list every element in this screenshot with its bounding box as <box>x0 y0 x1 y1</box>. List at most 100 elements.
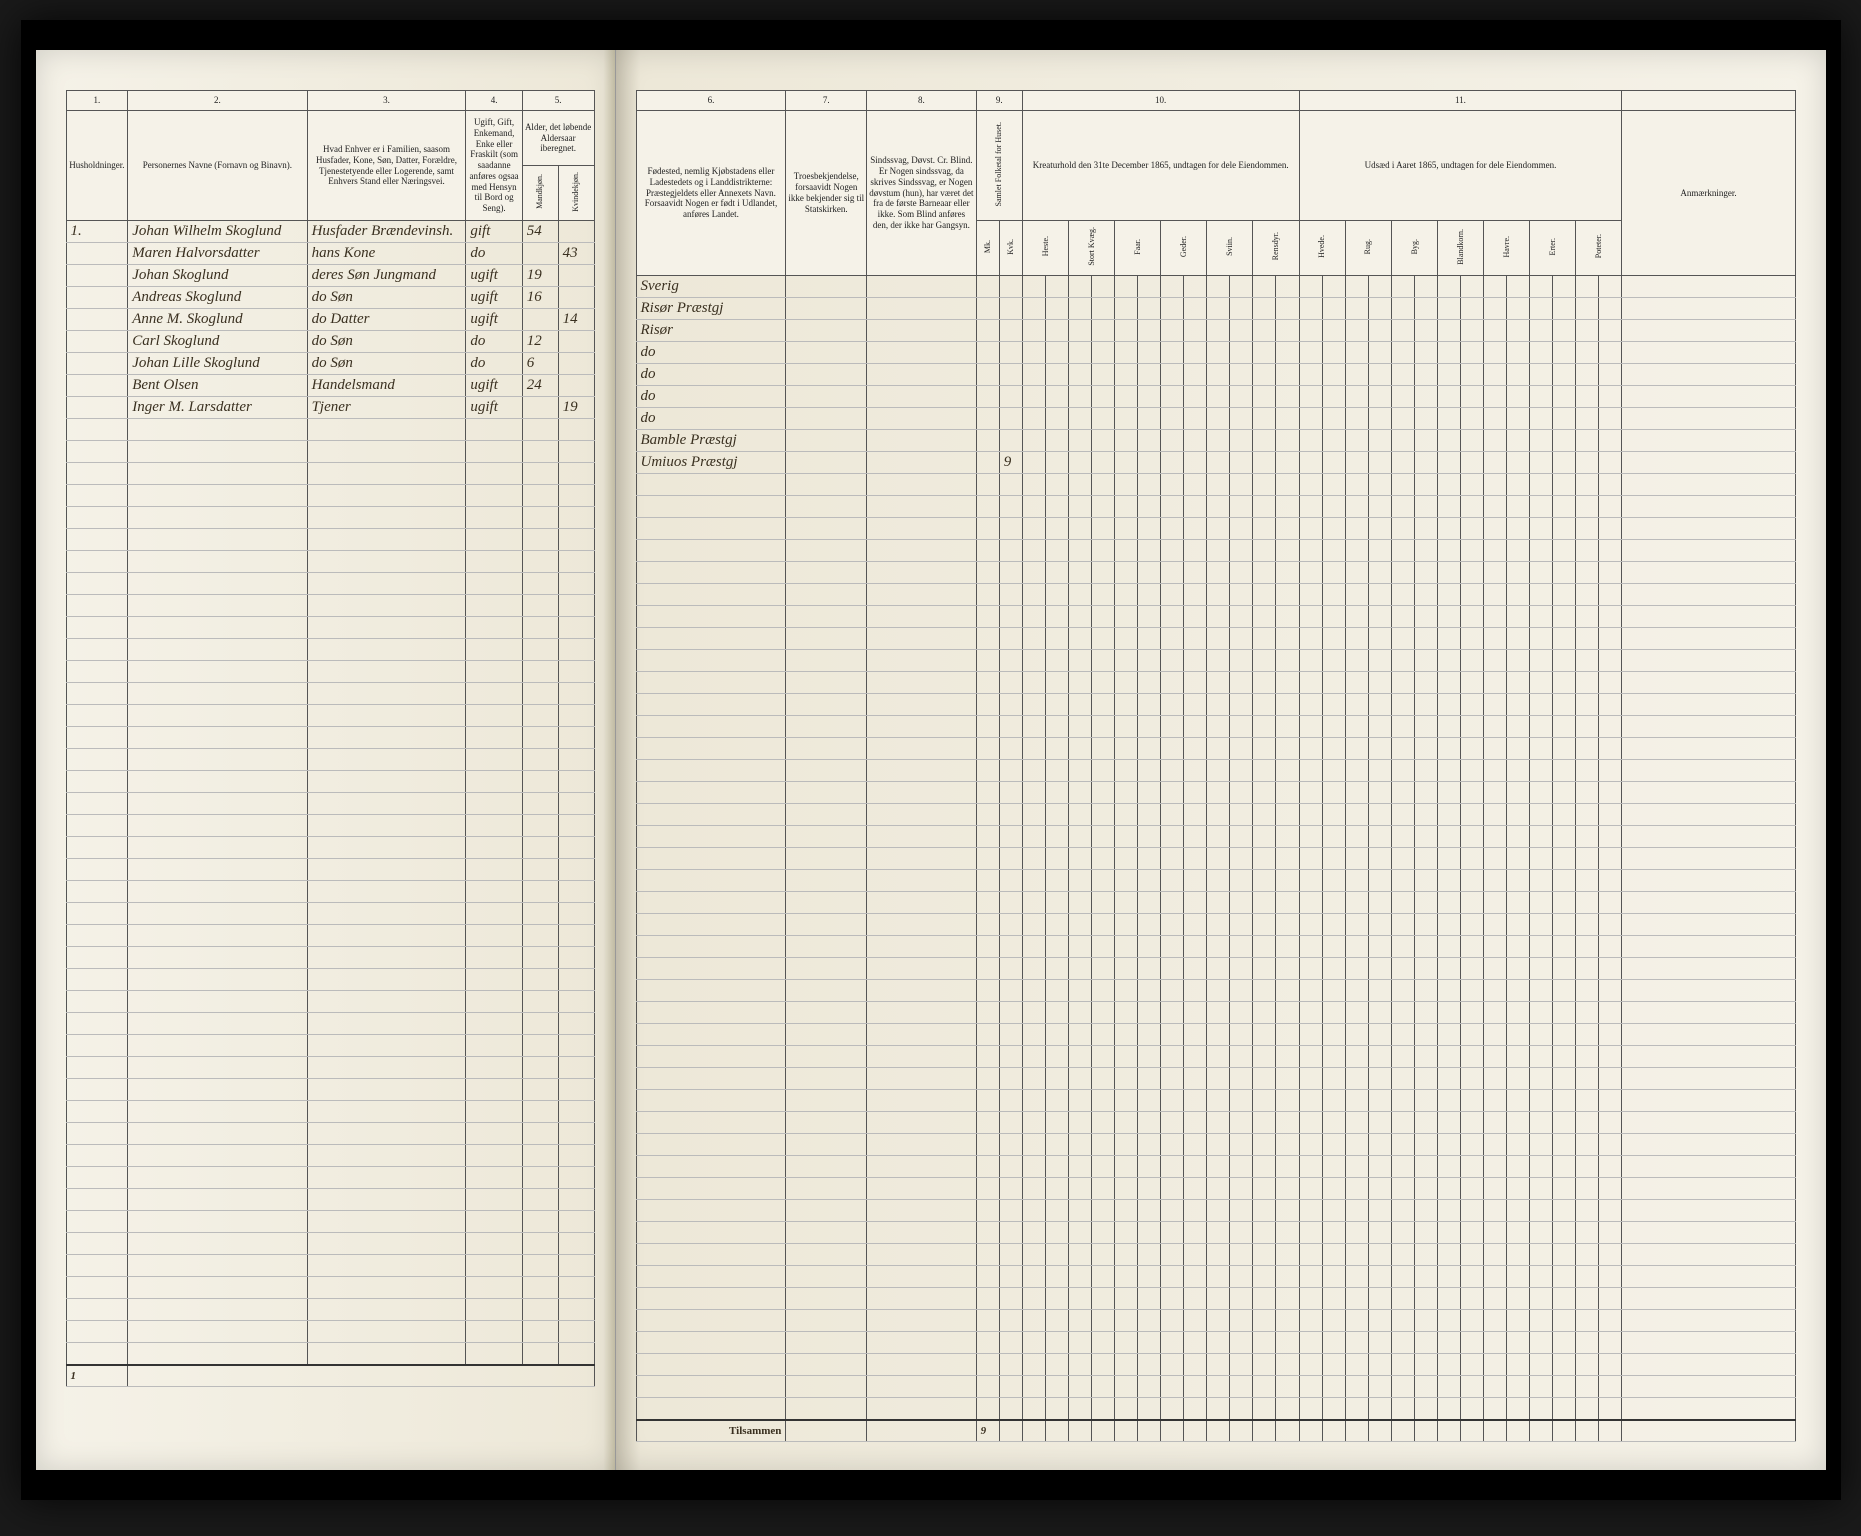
table-cell <box>1391 1354 1414 1376</box>
birthplace-cell <box>636 936 786 958</box>
table-cell <box>1091 1266 1114 1288</box>
table-row <box>66 1343 594 1365</box>
table-cell <box>1161 1200 1184 1222</box>
table-cell <box>1161 408 1184 430</box>
table-cell <box>1115 1156 1138 1178</box>
table-cell <box>999 650 1022 672</box>
table-cell <box>1553 782 1576 804</box>
table-cell <box>1553 606 1576 628</box>
table-cell <box>1299 672 1322 694</box>
table-cell <box>522 639 558 661</box>
table-cell <box>1530 452 1553 474</box>
table-cell <box>1230 936 1253 958</box>
table-cell <box>1091 562 1114 584</box>
table-cell <box>1045 936 1068 958</box>
table-cell <box>1484 1090 1507 1112</box>
table-cell <box>522 815 558 837</box>
remarks-cell <box>1622 298 1795 320</box>
table-cell: gift <box>466 221 522 243</box>
table-cell <box>867 1024 977 1046</box>
table-cell <box>1414 1134 1437 1156</box>
table-cell <box>66 551 128 573</box>
table-cell <box>1230 606 1253 628</box>
table-cell <box>867 364 977 386</box>
table-cell <box>1414 782 1437 804</box>
table-cell <box>1507 1376 1530 1398</box>
table-cell <box>976 1332 999 1354</box>
table-cell <box>1599 980 1622 1002</box>
table-cell <box>66 683 128 705</box>
table-cell <box>1368 870 1391 892</box>
table-cell <box>1230 1398 1253 1420</box>
table-cell <box>1530 474 1553 496</box>
table-cell <box>1230 540 1253 562</box>
table-cell <box>786 452 867 474</box>
left-page: 1. 2. 3. 4. 5. Husholdninger. Personerne… <box>36 50 616 1470</box>
table-cell <box>558 1277 594 1299</box>
table-cell <box>1507 1134 1530 1156</box>
table-cell <box>1345 606 1368 628</box>
table-cell <box>1230 738 1253 760</box>
table-cell <box>66 1211 128 1233</box>
table-cell <box>976 298 999 320</box>
table-cell <box>1322 1024 1345 1046</box>
table-cell <box>1184 298 1207 320</box>
table-cell <box>999 1244 1022 1266</box>
table-cell <box>1345 276 1368 298</box>
table-cell <box>867 320 977 342</box>
table-cell <box>1115 474 1138 496</box>
table-cell <box>999 496 1022 518</box>
table-cell <box>1507 408 1530 430</box>
table-cell <box>1576 1310 1599 1332</box>
table-cell <box>1299 408 1322 430</box>
table-cell <box>307 661 466 683</box>
table-cell <box>1507 1090 1530 1112</box>
col11-number: 11. <box>1299 91 1622 111</box>
table-cell <box>1022 1046 1045 1068</box>
table-cell <box>466 1233 522 1255</box>
table-cell <box>1161 364 1184 386</box>
col11-bland: Blandkorn. <box>1437 221 1483 276</box>
table-cell <box>1022 716 1045 738</box>
col9-m: Mk. <box>976 221 999 276</box>
table-cell <box>522 485 558 507</box>
table-cell <box>1345 1420 1368 1442</box>
table-cell <box>867 496 977 518</box>
table-cell <box>1553 430 1576 452</box>
table-cell <box>466 485 522 507</box>
table-cell <box>522 551 558 573</box>
table-cell <box>1599 320 1622 342</box>
table-cell <box>1138 1156 1161 1178</box>
table-cell <box>1599 1332 1622 1354</box>
table-cell <box>1553 562 1576 584</box>
table-cell <box>1391 936 1414 958</box>
table-cell <box>1276 1046 1299 1068</box>
table-cell <box>1138 760 1161 782</box>
table-cell <box>1437 980 1460 1002</box>
table-cell <box>66 1013 128 1035</box>
table-cell <box>867 760 977 782</box>
table-cell <box>307 1299 466 1321</box>
table-cell <box>999 1310 1022 1332</box>
table-cell: 1. <box>66 221 128 243</box>
table-cell <box>1068 650 1091 672</box>
table-cell <box>1599 1090 1622 1112</box>
table-cell <box>1138 628 1161 650</box>
table-cell <box>1553 276 1576 298</box>
table-cell <box>307 1277 466 1299</box>
table-cell <box>466 1255 522 1277</box>
table-cell <box>1230 760 1253 782</box>
table-cell <box>1553 1134 1576 1156</box>
table-cell <box>1576 914 1599 936</box>
table-cell <box>66 705 128 727</box>
table-cell <box>1045 606 1068 628</box>
table-cell <box>1484 716 1507 738</box>
table-cell <box>1068 496 1091 518</box>
birthplace-cell <box>636 1112 786 1134</box>
table-cell <box>1045 386 1068 408</box>
table-cell <box>1138 804 1161 826</box>
table-cell <box>1484 386 1507 408</box>
table-cell <box>1253 1156 1276 1178</box>
table-row: Johan Skoglundderes Søn Jungmandugift19 <box>66 265 594 287</box>
table-cell <box>976 804 999 826</box>
